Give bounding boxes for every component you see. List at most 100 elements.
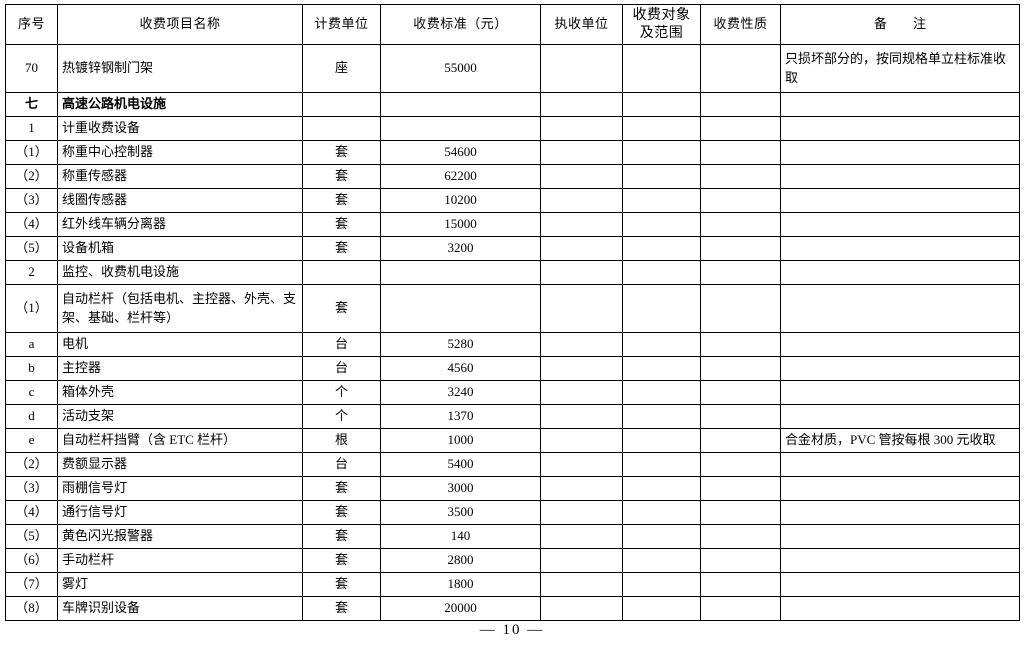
- row-cell-unit: [302, 116, 381, 141]
- row-cell-collector: [540, 284, 623, 333]
- row-cell-standard: 10200: [380, 188, 541, 213]
- row-cell-seq: 1: [5, 116, 58, 141]
- table-body: 70 热镀锌钢制门架座 55000 只损坏部分的，按同规格单立柱标准收取七高速公路机电…: [5, 44, 1020, 621]
- header-cell-remark: 备 注: [780, 4, 1020, 45]
- row-cell-name: 费额显示器: [57, 452, 303, 477]
- table-row: （7） 雾灯套 1800: [5, 572, 1020, 597]
- row-cell-standard: 3500: [380, 500, 541, 525]
- row-cell-nature: [700, 380, 781, 405]
- row-cell-nature: [700, 212, 781, 237]
- table-row: （2） 费额显示器台 5400: [5, 452, 1020, 477]
- row-cell-seq: （3）: [5, 476, 58, 501]
- table-row: （5） 黄色闪光报警器套 140: [5, 524, 1020, 549]
- row-cell-unit: 套: [302, 524, 381, 549]
- row-cell-name: 线圈传感器: [57, 188, 303, 213]
- row-cell-unit: 根: [302, 428, 381, 453]
- row-cell-standard: 3240: [380, 380, 541, 405]
- table-row: （1） 自动栏杆（包括电机、主控器、外壳、支架、基础、栏杆等）套: [5, 284, 1020, 333]
- row-cell-standard: [380, 260, 541, 285]
- row-cell-name: 热镀锌钢制门架: [57, 44, 303, 93]
- row-cell-remark: [780, 260, 1020, 285]
- row-cell-object: [622, 428, 701, 453]
- table-row: a 电机台 5280: [5, 332, 1020, 357]
- row-cell-object: [622, 524, 701, 549]
- header-cell-name: 收费项目名称: [57, 4, 303, 45]
- row-cell-name: 车牌识别设备: [57, 596, 303, 621]
- row-cell-collector: [540, 404, 623, 429]
- header-object-line2: 及范围: [639, 25, 684, 41]
- row-cell-standard: 54600: [380, 140, 541, 165]
- row-cell-unit: 套: [302, 164, 381, 189]
- row-cell-seq: （5）: [5, 524, 58, 549]
- row-cell-nature: [700, 236, 781, 261]
- row-cell-name: 设备机箱: [57, 236, 303, 261]
- row-cell-remark: [780, 572, 1020, 597]
- row-cell-object: [622, 476, 701, 501]
- row-cell-object: [622, 332, 701, 357]
- row-cell-nature: [700, 44, 781, 93]
- row-cell-object: [622, 404, 701, 429]
- row-cell-object: [622, 284, 701, 333]
- header-cell-nature: 收费性质: [700, 4, 781, 45]
- row-cell-name: 箱体外壳: [57, 380, 303, 405]
- row-cell-object: [622, 116, 701, 141]
- row-cell-collector: [540, 260, 623, 285]
- row-cell-object: [622, 500, 701, 525]
- row-cell-remark: [780, 356, 1020, 381]
- row-cell-standard: [380, 92, 541, 117]
- row-cell-unit: 个: [302, 404, 381, 429]
- row-cell-nature: [700, 356, 781, 381]
- row-cell-unit: 台: [302, 356, 381, 381]
- row-cell-remark: [780, 188, 1020, 213]
- row-cell-seq: （1）: [5, 140, 58, 165]
- row-cell-collector: [540, 356, 623, 381]
- row-cell-seq: b: [5, 356, 58, 381]
- row-cell-remark: [780, 332, 1020, 357]
- row-cell-collector: [540, 140, 623, 165]
- row-cell-object: [622, 548, 701, 573]
- row-cell-remark: [780, 452, 1020, 477]
- row-cell-name: 主控器: [57, 356, 303, 381]
- header-cell-object: 收费对象 及范围: [622, 4, 701, 45]
- row-cell-nature: [700, 524, 781, 549]
- header-object-line1: 收费对象: [632, 8, 691, 23]
- row-cell-unit: 套: [302, 212, 381, 237]
- row-cell-seq: a: [5, 332, 58, 357]
- header-cell-standard: 收费标准（元）: [380, 4, 541, 45]
- row-cell-collector: [540, 500, 623, 525]
- row-cell-seq: e: [5, 428, 58, 453]
- row-cell-object: [622, 572, 701, 597]
- table-row: c 箱体外壳个 3240: [5, 380, 1020, 405]
- row-cell-unit: 套: [302, 284, 381, 333]
- row-cell-seq: d: [5, 404, 58, 429]
- table-row: （8） 车牌识别设备套 20000: [5, 596, 1020, 621]
- row-cell-nature: [700, 284, 781, 333]
- row-cell-standard: 5280: [380, 332, 541, 357]
- row-cell-standard: 15000: [380, 212, 541, 237]
- row-cell-object: [622, 44, 701, 93]
- row-cell-standard: 1370: [380, 404, 541, 429]
- row-cell-nature: [700, 332, 781, 357]
- row-cell-nature: [700, 92, 781, 117]
- header-row: 序号 收费项目名称 计费单位 收费标准（元） 执收单位 收费对象 及范围 收费性…: [5, 4, 1020, 45]
- row-cell-standard: [380, 284, 541, 333]
- row-cell-collector: [540, 524, 623, 549]
- row-cell-remark: [780, 236, 1020, 261]
- row-cell-remark: [780, 92, 1020, 117]
- table-row: b 主控器台 4560: [5, 356, 1020, 381]
- row-cell-seq: （8）: [5, 596, 58, 621]
- row-cell-name: 雨棚信号灯: [57, 476, 303, 501]
- row-cell-seq: 七: [5, 92, 58, 117]
- row-cell-unit: 台: [302, 452, 381, 477]
- row-cell-nature: [700, 500, 781, 525]
- row-cell-name: 红外线车辆分离器: [57, 212, 303, 237]
- row-cell-object: [622, 92, 701, 117]
- row-cell-standard: 1800: [380, 572, 541, 597]
- table-row: （4） 通行信号灯套 3500: [5, 500, 1020, 525]
- row-cell-unit: 台: [302, 332, 381, 357]
- row-cell-collector: [540, 572, 623, 597]
- row-cell-nature: [700, 452, 781, 477]
- row-cell-object: [622, 260, 701, 285]
- row-cell-nature: [700, 596, 781, 621]
